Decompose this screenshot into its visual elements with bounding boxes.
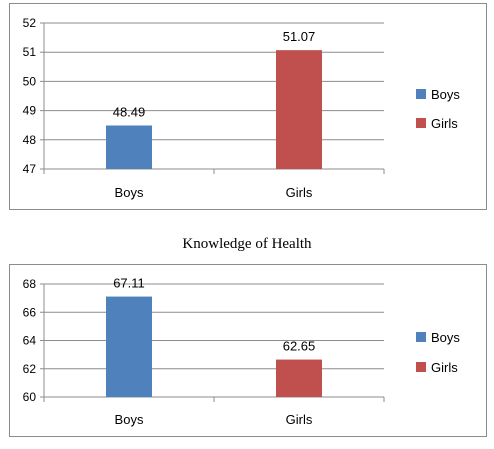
y-tick-label: 51 bbox=[23, 45, 37, 59]
x-category-label: Boys bbox=[115, 185, 144, 200]
chart-2-frame: 60 62 64 66 68 67.11 Boys 62.65 Girls Boys Girls bbox=[9, 264, 487, 437]
legend-swatch-boys bbox=[416, 332, 426, 342]
y-tick-label: 62 bbox=[23, 362, 37, 376]
x-category-label: Girls bbox=[286, 412, 313, 427]
bar-girls bbox=[276, 50, 322, 169]
data-label: 48.49 bbox=[113, 104, 146, 119]
legend-label-boys: Boys bbox=[431, 87, 460, 102]
bar-girls bbox=[276, 359, 322, 397]
legend-label-girls: Girls bbox=[431, 360, 458, 375]
legend-swatch-boys bbox=[416, 89, 426, 99]
bar-boys bbox=[106, 125, 152, 169]
y-tick-label: 68 bbox=[23, 277, 37, 291]
y-tick-label: 48 bbox=[23, 133, 37, 147]
legend-swatch-girls bbox=[416, 362, 426, 372]
data-label: 62.65 bbox=[283, 339, 316, 354]
legend-label-boys: Boys bbox=[431, 330, 460, 345]
chart-2-title: Knowledge of Health bbox=[182, 236, 312, 252]
legend-swatch-girls bbox=[416, 118, 426, 128]
y-tick-label: 60 bbox=[23, 390, 37, 404]
y-tick-label: 49 bbox=[23, 104, 37, 118]
bar-boys bbox=[106, 296, 152, 397]
data-label: 67.11 bbox=[113, 276, 145, 291]
x-category-label: Girls bbox=[286, 185, 313, 200]
chart-1-frame: 47 48 49 50 51 52 48.49 Boys 51.07 Girls Boys Girls bbox=[9, 3, 487, 210]
chart-1: 47 48 49 50 51 52 48.49 Boys 51.07 Girls Boys Girls bbox=[23, 16, 461, 200]
x-category-label: Boys bbox=[115, 412, 144, 427]
y-tick-label: 64 bbox=[23, 334, 37, 348]
y-tick-label: 52 bbox=[23, 16, 37, 30]
legend-label-girls: Girls bbox=[431, 116, 458, 131]
y-tick-label: 47 bbox=[23, 162, 37, 176]
data-label: 51.07 bbox=[283, 29, 316, 44]
chart-2: 60 62 64 66 68 67.11 Boys 62.65 Girls Boys Girls bbox=[23, 276, 461, 427]
y-tick-label: 66 bbox=[23, 305, 37, 319]
y-tick-label: 50 bbox=[23, 74, 37, 88]
